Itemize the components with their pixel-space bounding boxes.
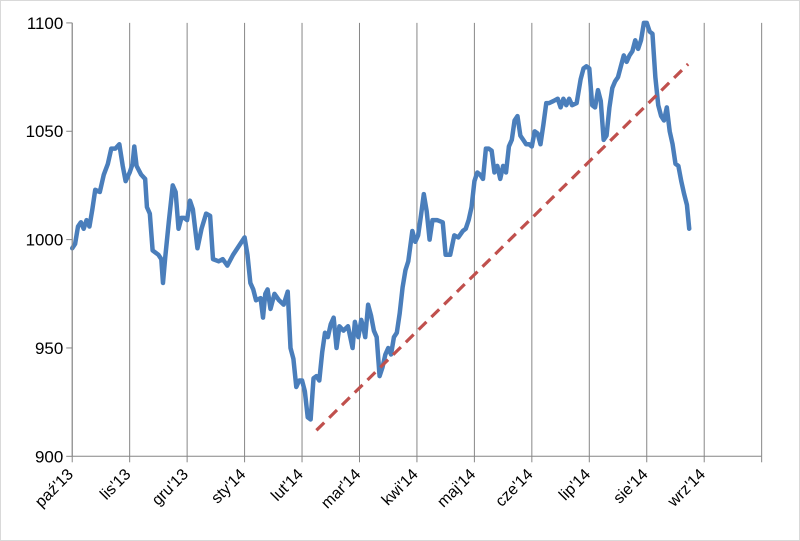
y-tick-label: 950 <box>35 339 63 358</box>
x-tick-label: gru'13 <box>149 466 192 509</box>
y-axis-tick-labels: 900 950 1000 1050 1100 <box>26 14 64 466</box>
x-tick-label: mar'14 <box>318 466 364 512</box>
plot-area <box>69 20 692 432</box>
x-tick-label: sie'14 <box>610 466 651 507</box>
vertical-gridlines <box>71 22 763 457</box>
price-line <box>69 20 692 422</box>
x-tick-label: paź'13 <box>32 466 77 511</box>
x-tick-label: maj'14 <box>434 466 479 511</box>
x-tick-label: wrz'14 <box>664 466 709 511</box>
x-axis-ticks <box>71 456 763 463</box>
x-tick-label: lis'13 <box>97 466 134 503</box>
x-tick-label: lip'14 <box>556 466 594 504</box>
x-tick-label: sty'14 <box>208 466 249 507</box>
y-tick-label: 1000 <box>26 231 64 250</box>
y-axis-ticks <box>66 22 73 457</box>
x-tick-label: lut'14 <box>268 466 307 505</box>
x-axis-tick-labels: paź'13 lis'13 gru'13 sty'14 lut'14 mar'14 kwi'… <box>32 466 709 512</box>
trendline <box>315 62 690 432</box>
y-tick-label: 900 <box>35 447 63 466</box>
y-tick-label: 1100 <box>27 14 63 33</box>
x-tick-label: cze'14 <box>492 466 536 510</box>
y-tick-label: 1050 <box>26 122 64 141</box>
x-tick-label: kwi'14 <box>379 466 422 509</box>
